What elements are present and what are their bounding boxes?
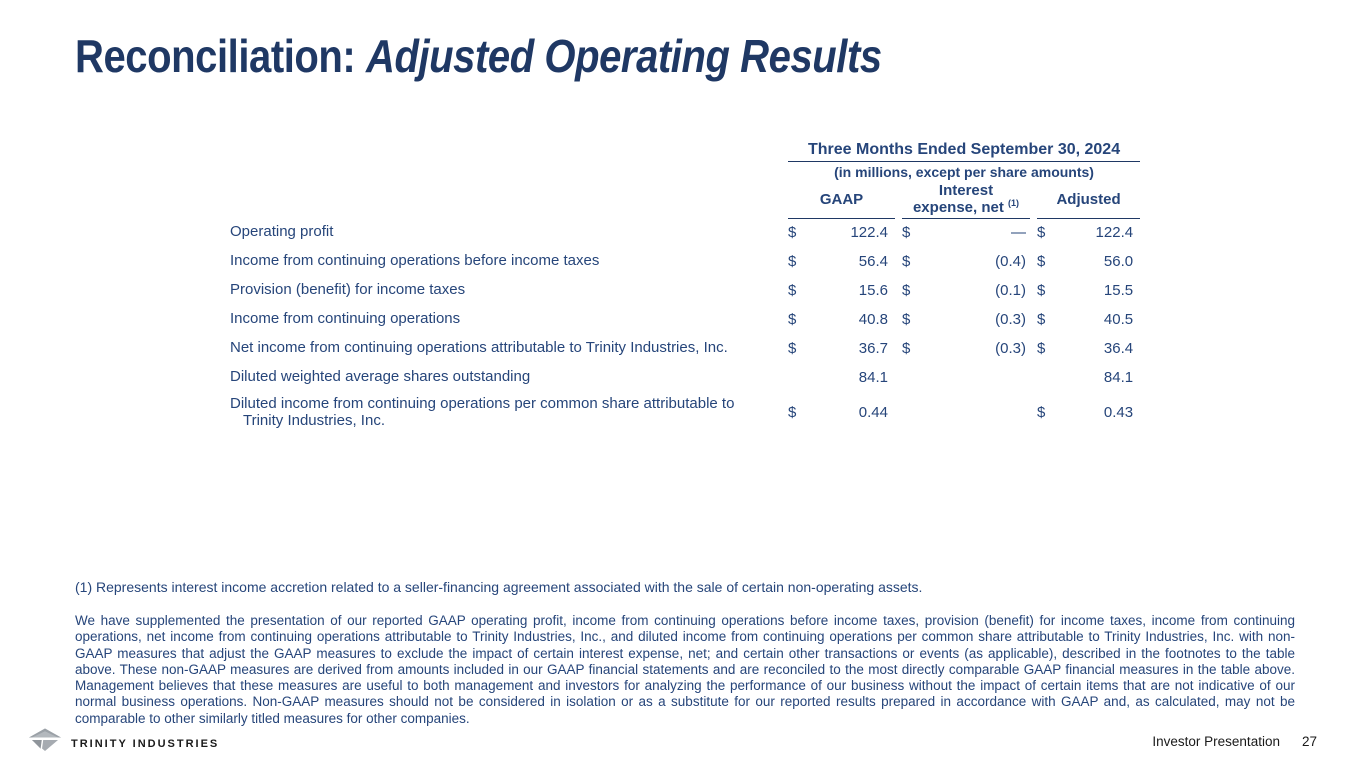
period-header-row: Three Months Ended September 30, 2024 [230, 140, 1141, 162]
reconciliation-table: Three Months Ended September 30, 2024 (i… [230, 140, 1141, 433]
interest-value [918, 363, 1030, 392]
interest-value: (0.3) [995, 311, 1026, 328]
gaap-value: 0.44 [858, 404, 888, 421]
adjusted-value: 56.0 [1103, 253, 1134, 270]
column-header-interest: Interest expense, net (1) [902, 182, 1030, 219]
interest-value: — [1011, 224, 1026, 242]
currency-sign: $ [788, 311, 797, 328]
currency-sign: $ [1037, 404, 1046, 421]
page-title-emphasis: Adjusted Operating Results [366, 30, 882, 82]
row-label: Income from continuing operations [230, 310, 461, 328]
footnote-1: (1) Represents interest income accretion… [75, 579, 923, 595]
column-header-adjusted: Adjusted [1037, 182, 1141, 219]
adjusted-value: 40.5 [1103, 311, 1134, 328]
column-header-gaap: GAAP [788, 182, 895, 219]
currency-sign: $ [902, 311, 911, 328]
column-header-row: GAAP Interest expense, net (1) Adjusted [230, 182, 1141, 219]
units-note: (in millions, except per share amounts) [834, 163, 1094, 180]
currency-sign [1037, 363, 1053, 392]
interest-value [918, 392, 1030, 433]
adjusted-value: 0.43 [1103, 404, 1134, 421]
gaap-value: 36.7 [858, 340, 888, 357]
row-label: Income from continuing operations before… [230, 252, 600, 270]
row-label: Operating profit [230, 223, 334, 241]
adjusted-value: 36.4 [1103, 340, 1134, 357]
table-row-net-income-attributable: Net income from continuing operations at… [230, 334, 1140, 363]
table-row-income-before-taxes: Income from continuing operations before… [230, 247, 1140, 276]
interest-value: (0.1) [995, 282, 1026, 299]
currency-sign [788, 363, 804, 392]
gaap-value: 15.6 [858, 282, 888, 299]
table-row-income-continuing-ops: Income from continuing operations $ 40.8… [230, 305, 1140, 334]
footer-logo: TRINITY INDUSTRIES [28, 727, 219, 757]
interest-value: (0.3) [995, 340, 1026, 357]
footer-right: Investor Presentation 27 [1152, 734, 1317, 749]
footer-logo-text: TRINITY INDUSTRIES [71, 737, 220, 750]
units-row: (in millions, except per share amounts) [230, 161, 1140, 182]
currency-sign [902, 392, 918, 433]
currency-sign: $ [788, 404, 797, 421]
currency-sign: $ [902, 253, 911, 270]
gaap-value: 40.8 [858, 311, 888, 328]
non-gaap-disclosure-paragraph: We have supplemented the presentation of… [75, 613, 1295, 726]
currency-sign [902, 363, 918, 392]
table-row-provision-taxes: Provision (benefit) for income taxes $ 1… [230, 276, 1140, 305]
currency-sign: $ [902, 224, 911, 242]
adjusted-value: 122.4 [1095, 224, 1134, 242]
currency-sign: $ [1037, 224, 1046, 242]
currency-sign: $ [788, 340, 797, 357]
trinity-diamond-logo-icon [28, 727, 62, 757]
currency-sign: $ [902, 340, 911, 357]
currency-sign: $ [1037, 340, 1046, 357]
adjusted-value: 15.5 [1103, 282, 1134, 299]
currency-sign: $ [1037, 311, 1046, 328]
period-header: Three Months Ended September 30, 2024 [788, 140, 1141, 162]
row-label: Net income from continuing operations at… [230, 339, 728, 357]
table-row-diluted-shares: Diluted weighted average shares outstand… [230, 363, 1140, 392]
footnote-ref: (1) [1008, 198, 1020, 209]
footer-presentation-label: Investor Presentation [1152, 734, 1280, 749]
table-row-diluted-eps: Diluted income from continuing operation… [230, 392, 1140, 433]
interest-value: (0.4) [995, 253, 1026, 270]
table-row-operating-profit: Operating profit $ 122.4 $ — $ 122.4 [230, 218, 1140, 247]
page-title: Reconciliation: Adjusted Operating Resul… [75, 29, 882, 83]
page-title-prefix: Reconciliation: [75, 30, 367, 82]
gaap-value: 122.4 [850, 224, 888, 242]
row-label: Diluted weighted average shares outstand… [230, 368, 531, 386]
gaap-value: 84.1 [858, 369, 888, 386]
currency-sign: $ [902, 282, 911, 299]
currency-sign: $ [788, 282, 797, 299]
currency-sign: $ [1037, 282, 1046, 299]
gaap-value: 56.4 [858, 253, 888, 270]
page-number: 27 [1301, 734, 1317, 749]
row-label: Provision (benefit) for income taxes [230, 281, 466, 299]
currency-sign: $ [788, 224, 797, 242]
row-label: Diluted income from continuing operation… [230, 395, 735, 429]
currency-sign: $ [1037, 253, 1046, 270]
adjusted-value: 84.1 [1103, 369, 1134, 386]
currency-sign: $ [788, 253, 797, 270]
